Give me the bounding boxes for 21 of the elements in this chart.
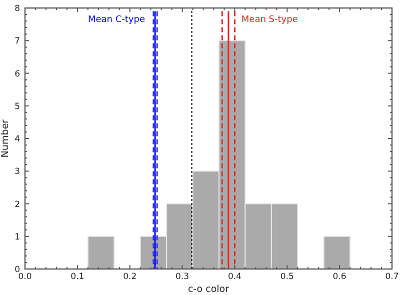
y-tick-label: 1: [14, 232, 20, 242]
y-tick-label: 6: [14, 69, 20, 80]
x-tick-label: 0.3: [176, 272, 190, 282]
x-tick-label: 0.2: [123, 272, 137, 282]
ref-line-label: Mean C-type: [88, 15, 146, 25]
y-tick-label: 2: [14, 200, 20, 210]
x-axis-title: c-o color: [188, 284, 230, 295]
x-tick-label: 0.7: [385, 272, 399, 282]
y-tick-label: 4: [14, 134, 20, 144]
x-tick-label: 0.1: [70, 272, 84, 282]
y-tick-label: 5: [14, 102, 20, 112]
x-tick-label: 0.4: [228, 272, 242, 282]
y-tick-label: 7: [14, 36, 20, 47]
y-tick-label: 0: [14, 265, 20, 275]
y-tick-label: 3: [14, 167, 20, 178]
x-tick-label: 0.5: [280, 272, 294, 282]
x-tick-label: 0.6: [332, 272, 346, 282]
y-axis-title: Number: [0, 119, 11, 158]
y-tick-label: 8: [14, 4, 20, 14]
ref-line-label: Mean S-type: [241, 15, 298, 25]
x-tick-label: 0.0: [18, 272, 32, 282]
